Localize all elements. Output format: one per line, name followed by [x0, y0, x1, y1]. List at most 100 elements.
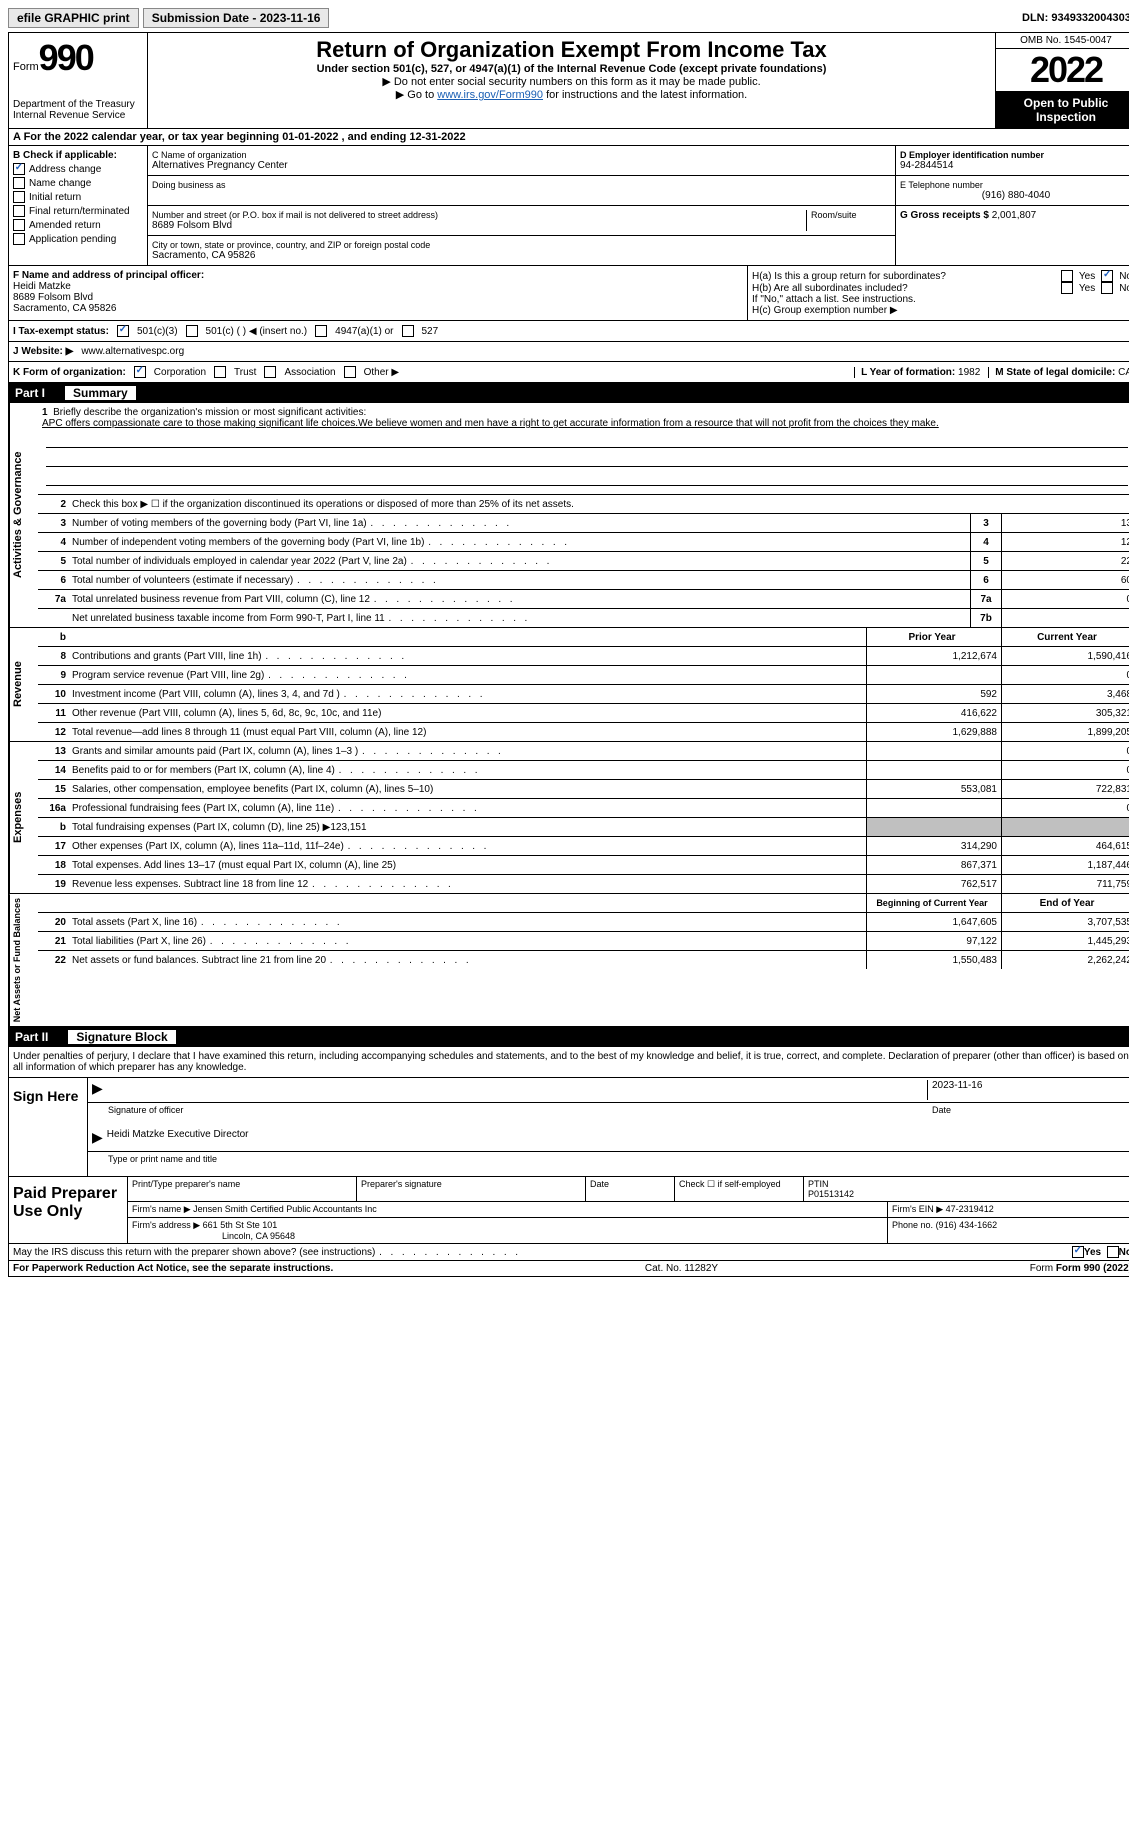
year-formation: 1982 — [958, 367, 980, 378]
firm-phone: (916) 434-1662 — [936, 1220, 998, 1230]
check-trust[interactable] — [214, 366, 226, 378]
sig-date: 2023-11-16 — [927, 1080, 1129, 1100]
discuss-row: May the IRS discuss this return with the… — [8, 1244, 1129, 1261]
dln-label: DLN: 93493320043033 — [1022, 12, 1129, 24]
l22-prior: 1,550,483 — [866, 951, 1001, 969]
side-revenue: Revenue — [9, 628, 38, 741]
l15-prior: 553,081 — [866, 780, 1001, 798]
check-initial-return[interactable] — [13, 191, 25, 203]
l12-prior: 1,629,888 — [866, 723, 1001, 741]
check-assoc[interactable] — [264, 366, 276, 378]
officer-row: F Name and address of principal officer:… — [8, 266, 1129, 321]
l20-curr: 3,707,535 — [1001, 913, 1129, 931]
irs-link[interactable]: www.irs.gov/Form990 — [437, 89, 543, 101]
check-other[interactable] — [344, 366, 356, 378]
check-final-return[interactable] — [13, 205, 25, 217]
firm-addr: 661 5th St Ste 101 — [203, 1220, 278, 1230]
discuss-no[interactable] — [1107, 1246, 1119, 1258]
submission-date-button[interactable]: Submission Date - 2023-11-16 — [143, 8, 330, 28]
l10-prior: 592 — [866, 685, 1001, 703]
discuss-yes[interactable] — [1072, 1246, 1084, 1258]
l17-curr: 464,615 — [1001, 837, 1129, 855]
page-footer: For Paperwork Reduction Act Notice, see … — [8, 1261, 1129, 1277]
footer-form: Form 990 (2022) — [1056, 1263, 1129, 1274]
firm-ein: 47-2319412 — [946, 1204, 994, 1214]
ha-yes[interactable] — [1061, 270, 1073, 282]
check-4947[interactable] — [315, 325, 327, 337]
info-grid: B Check if applicable: Address change Na… — [8, 146, 1129, 266]
efile-print-button[interactable]: efile GRAPHIC print — [8, 8, 139, 28]
arrow-icon: ▶ — [92, 1080, 103, 1100]
side-expenses: Expenses — [9, 742, 38, 893]
l6-val: 60 — [1001, 571, 1129, 589]
l13-prior — [866, 742, 1001, 760]
l9-curr: 0 — [1001, 666, 1129, 684]
side-netassets: Net Assets or Fund Balances — [9, 894, 38, 1026]
gross-receipts: 2,001,807 — [992, 210, 1037, 221]
part1-header: Part I Summary — [8, 383, 1129, 403]
hb-no[interactable] — [1101, 282, 1113, 294]
check-amended[interactable] — [13, 219, 25, 231]
irs-label: Internal Revenue Service — [13, 110, 143, 121]
l18-curr: 1,187,446 — [1001, 856, 1129, 874]
l18-prior: 867,371 — [866, 856, 1001, 874]
l3-val: 13 — [1001, 514, 1129, 532]
side-activities: Activities & Governance — [9, 403, 38, 627]
ein-value: 94-2844514 — [900, 160, 1129, 171]
mission-text: APC offers compassionate care to those m… — [42, 418, 939, 429]
l21-curr: 1,445,293 — [1001, 932, 1129, 950]
form-label: Form — [13, 61, 39, 73]
tax-year-line: A For the 2022 calendar year, or tax yea… — [8, 129, 1129, 146]
street-address: 8689 Folsom Blvd — [152, 220, 802, 231]
form-header: Form990 Department of the Treasury Inter… — [8, 32, 1129, 129]
check-527[interactable] — [402, 325, 414, 337]
dept-treasury: Department of the Treasury — [13, 99, 143, 110]
check-501c3[interactable] — [117, 325, 129, 337]
l7b-val — [1001, 609, 1129, 627]
l21-prior: 97,122 — [866, 932, 1001, 950]
note-link: ▶ Go to www.irs.gov/Form990 for instruct… — [152, 88, 991, 101]
check-address-change[interactable] — [13, 163, 25, 175]
officer-name-title: Heidi Matzke Executive Director — [107, 1129, 249, 1149]
hb-yes[interactable] — [1061, 282, 1073, 294]
l9-prior — [866, 666, 1001, 684]
state-domicile: CA — [1118, 367, 1129, 378]
l19-prior: 762,517 — [866, 875, 1001, 893]
check-name-change[interactable] — [13, 177, 25, 189]
open-to-public: Open to Public Inspection — [996, 92, 1129, 128]
check-app-pending[interactable] — [13, 233, 25, 245]
signature-block: Under penalties of perjury, I declare th… — [8, 1047, 1129, 1244]
l10-curr: 3,468 — [1001, 685, 1129, 703]
l14-prior — [866, 761, 1001, 779]
top-bar: efile GRAPHIC print Submission Date - 20… — [8, 8, 1129, 28]
activities-section: Activities & Governance 1 Briefly descri… — [8, 403, 1129, 628]
part2-header: Part II Signature Block — [8, 1027, 1129, 1047]
ptin-value: P01513142 — [808, 1189, 854, 1199]
l8-curr: 1,590,416 — [1001, 647, 1129, 665]
officer-name: Heidi Matzke — [13, 281, 743, 292]
ha-no[interactable] — [1101, 270, 1113, 282]
omb-number: OMB No. 1545-0047 — [996, 33, 1129, 49]
expenses-section: Expenses 13Grants and similar amounts pa… — [8, 742, 1129, 894]
revenue-section: Revenue bPrior YearCurrent Year 8Contrib… — [8, 628, 1129, 742]
telephone: (916) 880-4040 — [900, 190, 1129, 201]
form-subtitle: Under section 501(c), 527, or 4947(a)(1)… — [152, 63, 991, 75]
city-state-zip: Sacramento, CA 95826 — [152, 250, 891, 261]
form-title: Return of Organization Exempt From Incom… — [152, 37, 991, 63]
l4-val: 12 — [1001, 533, 1129, 551]
l22-curr: 2,262,242 — [1001, 951, 1129, 969]
l13-curr: 0 — [1001, 742, 1129, 760]
website-row: J Website: ▶ www.alternativespc.org — [8, 342, 1129, 362]
l11-curr: 305,321 — [1001, 704, 1129, 722]
note-ssn: ▶ Do not enter social security numbers o… — [152, 75, 991, 88]
l20-prior: 1,647,605 — [866, 913, 1001, 931]
check-corp[interactable] — [134, 366, 146, 378]
l17-prior: 314,290 — [866, 837, 1001, 855]
col-b-checkboxes: B Check if applicable: Address change Na… — [9, 146, 148, 265]
l15-curr: 722,831 — [1001, 780, 1129, 798]
l14-curr: 0 — [1001, 761, 1129, 779]
sign-here-label: Sign Here — [9, 1078, 88, 1176]
check-501c[interactable] — [186, 325, 198, 337]
arrow-icon: ▶ — [92, 1129, 103, 1149]
firm-name: Jensen Smith Certified Public Accountant… — [193, 1204, 377, 1214]
